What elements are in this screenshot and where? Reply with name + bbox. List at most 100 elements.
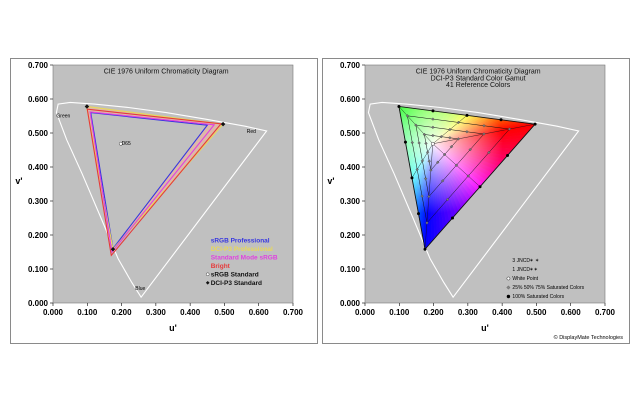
c1-saturated-color-dot [465,113,469,117]
c1-x-axis-title: u' [481,323,489,333]
c0-legend-marker-diamond [205,280,210,285]
c1-partial-color-dot [482,124,486,128]
c1-partial-color-dot [414,123,418,127]
c1-partial-color-dot [436,160,440,164]
c0-legend-marker-circle [205,272,210,277]
c0-plot-area [52,64,294,304]
c0-gamut-triangle-3 [89,111,216,254]
c0-y-tick-label: 0.000 [28,299,49,308]
c1-partial-color-dot [454,163,459,167]
c1-y-tick-label: 0.100 [340,265,361,274]
c0-y-tick-label: 0.100 [28,265,49,274]
c1-partial-color-dot [465,130,469,134]
c1-legend-marker-saturated [506,294,511,299]
c1-partial-color-dot [424,177,428,181]
c1-partial-color-dot [420,194,424,198]
c0-y-tick-label: 0.700 [28,61,49,70]
c0-y-tick-label: 0.300 [28,197,49,206]
c1-partial-color-dot [456,120,461,125]
c0-gamut-triangle-4 [86,108,223,257]
c1-partial-color-dot [468,147,472,152]
c1-partial-color-dot [466,174,470,178]
c1-partial-color-dot [442,152,447,157]
c0-x-tick-label: 0.500 [214,308,235,317]
c1-partial-color-dot [456,137,461,141]
c1-partial-color-dot [431,125,435,129]
c1-saturated-color-dot [478,185,482,189]
c1-y-tick-label: 0.200 [340,231,361,240]
c1-legend-marker-partial [506,285,511,290]
chart-right: 0.000 0.100 0.200 0.300 0.400 0.500 0.600 0.700… [327,61,616,333]
c1-saturated-color-dot [397,104,401,108]
c1-partial-color-dot [410,140,414,145]
c1-partial-color-dot [482,132,486,136]
c0-legend-entry: sRGB Standard [211,271,259,278]
c1-x-tick-label: 0.000 [355,308,376,317]
c1-partial-color-dot [420,159,425,163]
c1-saturated-color-dot [416,212,420,216]
c1-partial-color-dot [415,167,419,171]
c1-partial-color-dot [431,133,435,138]
c1-y-axis-title: v' [327,176,334,186]
c0-corner-label: Blue [135,286,145,292]
c1-partial-color-dot [427,194,431,199]
c0-y-tick-label: 0.200 [28,231,49,240]
c1-legend-symbol: ✶ ✶ [529,258,539,264]
c0-x-tick-label: 0.400 [180,308,201,317]
c1-saturated-color-dot [431,109,435,113]
c0-x-axis-title: u' [169,323,177,333]
c1-legend-entry: 25% 50% 75% Saturated Colors [512,285,584,291]
c1-partial-color-dot [405,114,410,118]
c0-gamut-inner [90,112,208,249]
c1-partial-color-dot [417,141,421,145]
c0-legend-entry: Bright [211,263,231,270]
c1-partial-color-dot [431,117,435,121]
c0-chart-title: CIE 1976 Uniform Chromaticity Diagram [104,69,229,76]
c1-legend-entry: 100% Saturated Colors [512,294,564,300]
c1-y-tick-label: 0.400 [340,163,361,172]
c1-saturated-color-dot [451,216,455,220]
c1-partial-color-dot [425,150,430,154]
c0-y-tick-label: 0.400 [28,163,49,172]
c1-saturated-color-dot [506,153,510,157]
c0-x-tick-label: 0.100 [77,308,98,317]
c1-y-tick-label: 0.000 [340,299,361,308]
c1-spectral-locus [367,101,580,299]
c1-legend-symbol: ✶✶ [529,267,537,273]
c1-x-tick-label: 0.300 [458,308,479,317]
c1-white-point-marker [430,141,435,146]
c1-saturated-color-dot [499,118,503,122]
c1-partial-color-dot [449,145,454,149]
c0-legend-entry: DCI-P3 Professional [211,246,273,253]
c1-x-tick-label: 0.200 [424,308,445,317]
c1-y-tick-label: 0.500 [340,129,361,138]
chart-left: 0.000 0.100 0.200 0.300 0.400 0.500 0.600 0.700… [15,61,303,333]
c1-y-tick-label: 0.300 [340,197,361,206]
c1-partial-color-dot [422,132,426,137]
chart-right-panel: 0.000 0.100 0.200 0.300 0.400 0.500 0.600 0.700… [322,58,630,344]
c1-partial-color-dot [448,136,452,140]
c0-legend-entry: DCI-P3 Standard [211,280,262,287]
c1-partial-color-dot [448,127,452,132]
c0-x-tick-label: 0.200 [112,308,133,317]
c0-corner-label: Red [247,129,256,135]
c0-gamut-triangle-1 [90,111,209,250]
c1-legend-marker-white-point [506,276,511,281]
c1-legend-entry: 1 JNCD [512,267,530,273]
c0-dci-p3-standard-marker [84,104,90,109]
c0-x-tick-label: 0.600 [249,308,270,317]
c1-x-tick-label: 0.700 [595,308,616,317]
c1-y-tick-label: 0.600 [340,95,361,104]
c1-y-tick-label: 0.700 [340,61,361,70]
c1-saturated-color-dot [403,140,407,144]
c1-partial-color-dot [425,221,429,225]
c1-chart-subtitle-2: 41 Reference Colors [446,82,511,89]
c0-y-tick-label: 0.600 [28,95,49,104]
c0-dci-p3-standard-marker [220,121,226,127]
c0-y-tick-label: 0.500 [28,129,49,138]
c0-x-tick-label: 0.000 [43,308,64,317]
c1-saturated-color-dot [410,176,414,180]
c1-x-tick-label: 0.600 [561,308,582,317]
c1-saturated-color-dot [533,122,537,126]
c0-legend-entry: sRGB Professional [211,237,270,244]
